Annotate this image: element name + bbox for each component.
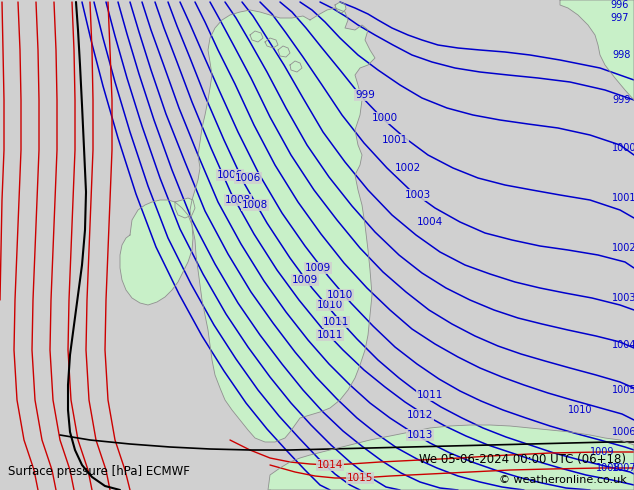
Text: 1002: 1002 bbox=[395, 163, 421, 173]
Text: 1011: 1011 bbox=[317, 330, 343, 340]
Text: 1004: 1004 bbox=[417, 217, 443, 227]
Text: 996: 996 bbox=[610, 0, 628, 10]
Text: 998: 998 bbox=[612, 50, 630, 60]
Polygon shape bbox=[265, 38, 278, 48]
Text: 1009: 1009 bbox=[292, 275, 318, 285]
Polygon shape bbox=[120, 200, 193, 305]
Text: 1005: 1005 bbox=[612, 385, 634, 395]
Text: 1010: 1010 bbox=[327, 290, 353, 300]
Text: 1010: 1010 bbox=[317, 300, 343, 310]
Polygon shape bbox=[560, 0, 634, 100]
Text: 1015: 1015 bbox=[347, 473, 373, 483]
Text: 1014: 1014 bbox=[317, 460, 343, 470]
Text: 1011: 1011 bbox=[323, 317, 349, 327]
Text: 1006: 1006 bbox=[612, 427, 634, 437]
Text: 1007: 1007 bbox=[612, 463, 634, 473]
Polygon shape bbox=[175, 198, 195, 218]
Text: 1008: 1008 bbox=[596, 463, 621, 473]
Text: 1010: 1010 bbox=[568, 405, 593, 415]
Text: Surface pressure [hPa] ECMWF: Surface pressure [hPa] ECMWF bbox=[8, 465, 190, 478]
Polygon shape bbox=[278, 46, 290, 57]
Text: 1000: 1000 bbox=[372, 113, 398, 123]
Polygon shape bbox=[335, 2, 346, 13]
Polygon shape bbox=[250, 31, 263, 42]
Text: 1006: 1006 bbox=[235, 173, 261, 183]
Text: 997: 997 bbox=[610, 13, 628, 23]
Text: 1012: 1012 bbox=[407, 410, 433, 420]
Text: 1003: 1003 bbox=[405, 190, 431, 200]
Polygon shape bbox=[268, 425, 634, 490]
Text: 1006: 1006 bbox=[217, 170, 243, 180]
Text: 1004: 1004 bbox=[612, 340, 634, 350]
Text: 999: 999 bbox=[612, 95, 630, 105]
Polygon shape bbox=[190, 8, 375, 442]
Text: 999: 999 bbox=[355, 90, 375, 100]
Text: 1008: 1008 bbox=[242, 200, 268, 210]
Text: 1001: 1001 bbox=[612, 193, 634, 203]
Text: 1000: 1000 bbox=[612, 143, 634, 153]
Text: © weatheronline.co.uk: © weatheronline.co.uk bbox=[499, 475, 626, 485]
Text: 1002: 1002 bbox=[612, 243, 634, 253]
Text: 1001: 1001 bbox=[382, 135, 408, 145]
Text: 1013: 1013 bbox=[407, 430, 433, 440]
Text: 1009: 1009 bbox=[590, 447, 614, 457]
Text: 1008: 1008 bbox=[225, 195, 251, 205]
Text: 1003: 1003 bbox=[612, 293, 634, 303]
Polygon shape bbox=[290, 61, 302, 72]
Text: 1009: 1009 bbox=[305, 263, 331, 273]
Text: We 05-06-2024 00:00 UTC (06+18): We 05-06-2024 00:00 UTC (06+18) bbox=[420, 453, 626, 466]
Text: 1011: 1011 bbox=[417, 390, 443, 400]
